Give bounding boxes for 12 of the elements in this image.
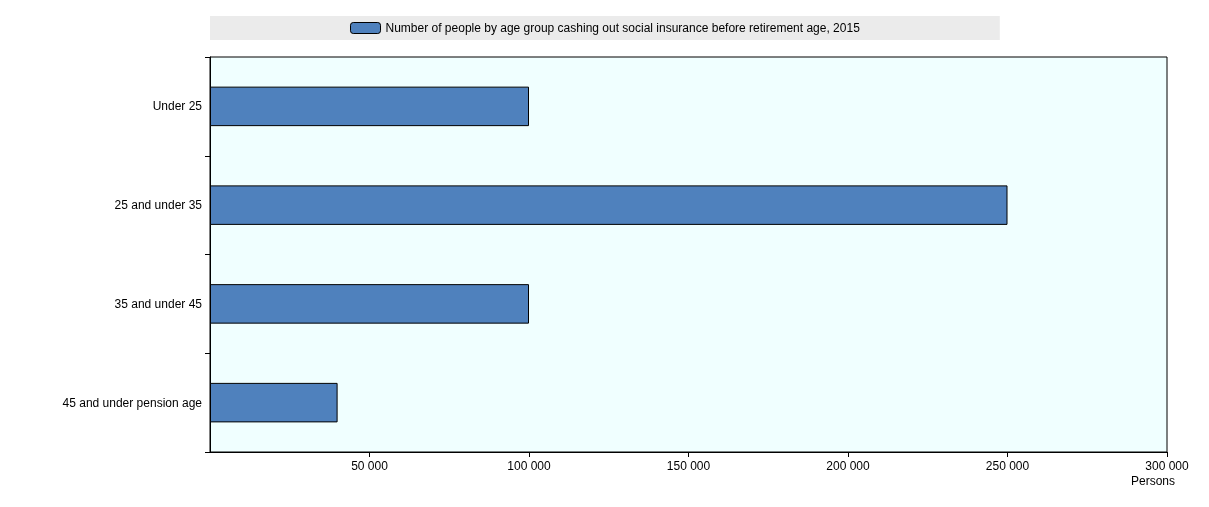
x-tick-label: 250 000 bbox=[985, 459, 1030, 473]
y-tick-label: 25 and under 35 bbox=[114, 198, 203, 213]
x-axis-title: Persons bbox=[1130, 474, 1176, 488]
x-tick-label: 200 000 bbox=[826, 459, 871, 473]
x-tick-label: 300 000 bbox=[1145, 459, 1190, 473]
x-tick-label: 150 000 bbox=[666, 459, 711, 473]
x-tick-label: 50 000 bbox=[351, 459, 389, 473]
x-tick-label: 100 000 bbox=[507, 459, 552, 473]
y-tick-label: 35 and under 45 bbox=[114, 296, 203, 311]
y-tick-label: Under 25 bbox=[152, 99, 203, 114]
legend-label: Number of people by age group cashing out social insurance before retirement age, 2015 bbox=[385, 21, 861, 35]
y-tick-label: 45 and under pension age bbox=[62, 395, 203, 410]
